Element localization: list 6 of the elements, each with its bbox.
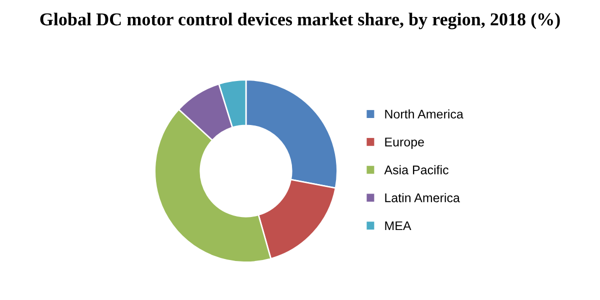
legend-label: North America xyxy=(385,109,464,119)
legend-label: MEA xyxy=(385,221,412,230)
legend-label: Europe xyxy=(385,138,424,149)
legend-label: Latin America xyxy=(385,193,460,202)
chart-title: Global DC motor control devices market share, by region, 2018 (%) xyxy=(40,12,560,30)
legend-label: Asia Pacific xyxy=(384,165,448,174)
